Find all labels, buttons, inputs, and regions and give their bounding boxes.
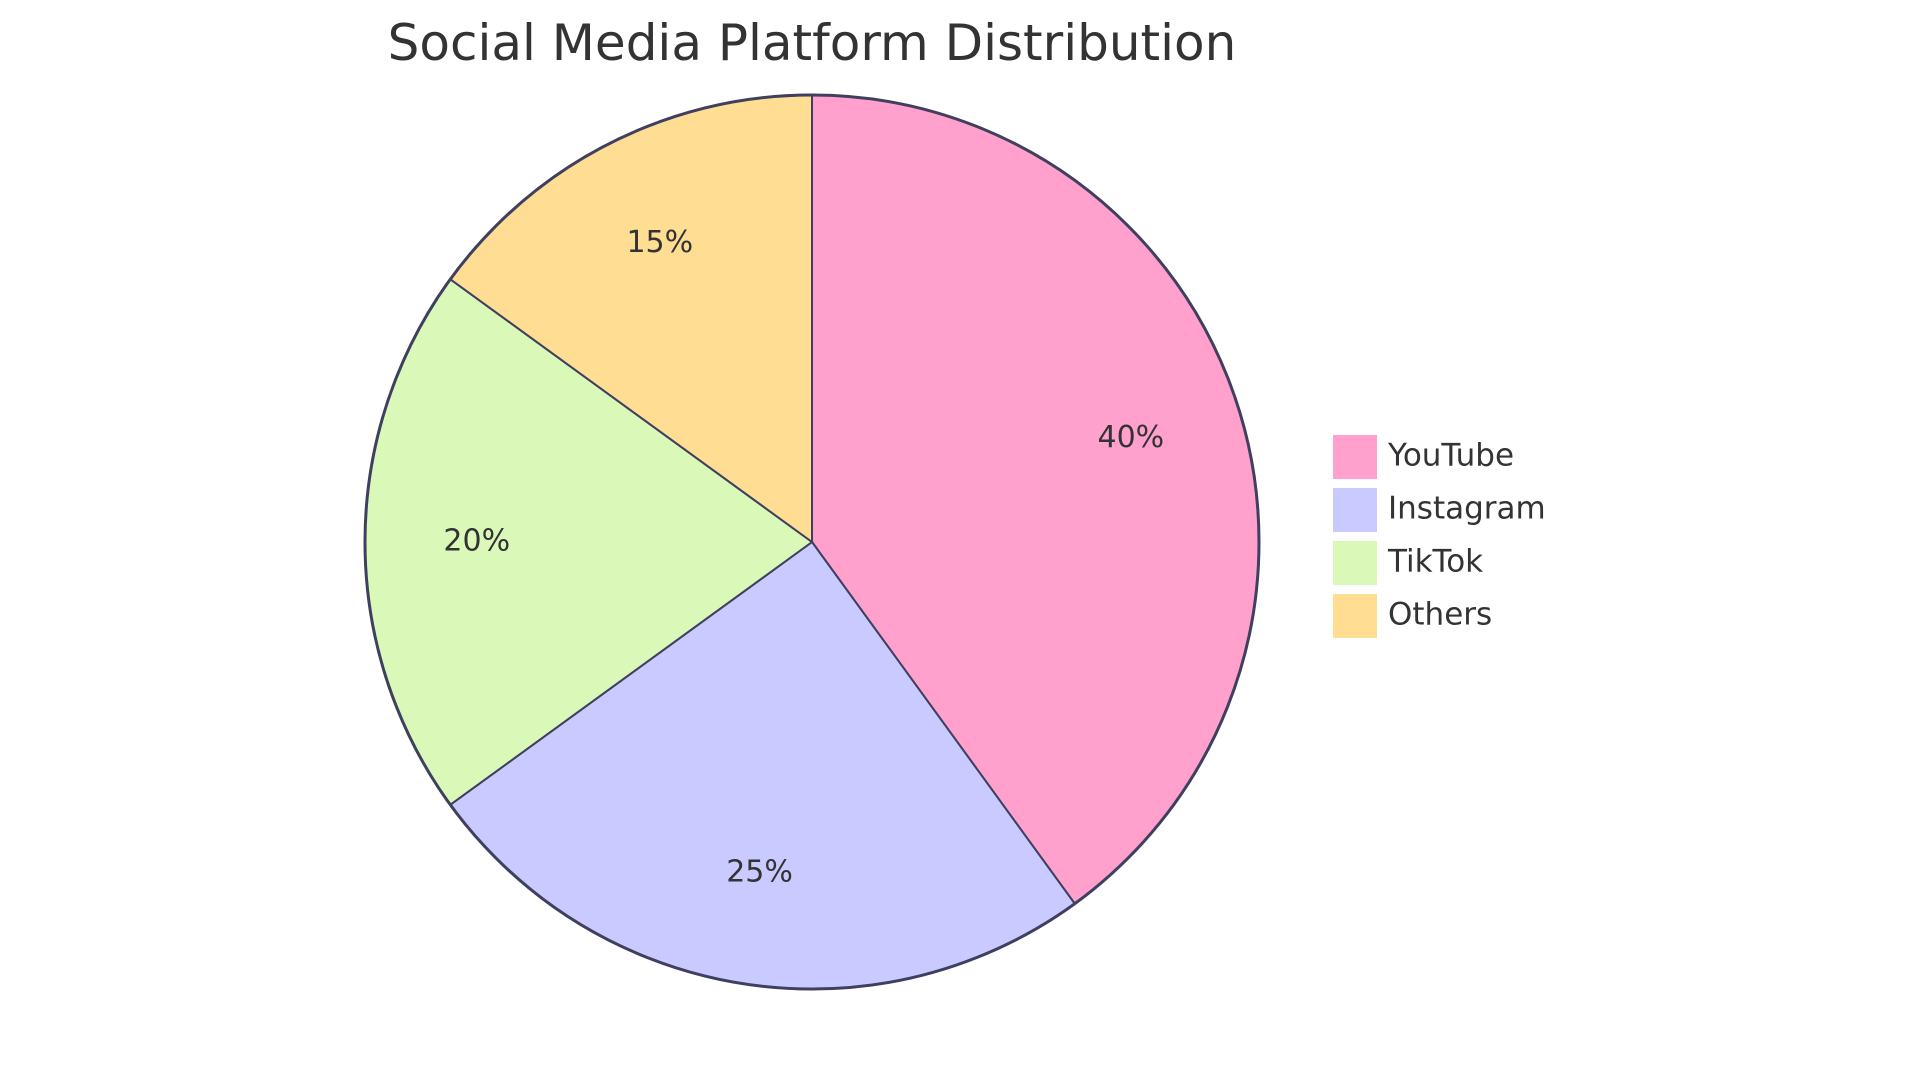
legend-label-tiktok: TikTok	[1387, 544, 1483, 580]
legend-swatch-instagram	[1331, 486, 1379, 534]
legend-swatch-tiktok	[1331, 539, 1379, 587]
slice-label-tiktok: 20%	[443, 524, 510, 559]
slice-label-instagram: 25%	[726, 855, 793, 890]
legend-swatch-others	[1331, 592, 1379, 640]
pie-slices	[363, 93, 1261, 991]
chart-title: Social Media Platform Distribution	[388, 14, 1237, 72]
legend-label-others: Others	[1388, 597, 1492, 633]
slice-labels: 40% 25% 20% 15%	[443, 225, 1164, 890]
pie-outline	[363, 93, 1261, 991]
slice-label-others: 15%	[626, 225, 693, 260]
legend: YouTube Instagram TikTok Others	[1331, 433, 1546, 640]
slice-label-youtube: 40%	[1097, 420, 1164, 455]
legend-swatch-youtube	[1331, 433, 1379, 481]
legend-label-instagram: Instagram	[1388, 491, 1546, 527]
legend-label-youtube: YouTube	[1387, 438, 1514, 474]
